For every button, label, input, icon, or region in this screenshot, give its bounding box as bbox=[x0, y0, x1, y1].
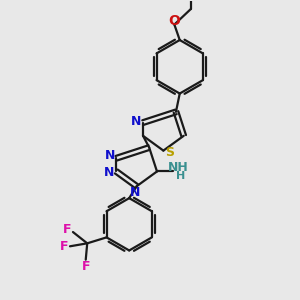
Text: F: F bbox=[60, 240, 68, 253]
Text: N: N bbox=[104, 149, 115, 162]
Text: O: O bbox=[168, 14, 180, 28]
Text: N: N bbox=[104, 167, 114, 179]
Text: H: H bbox=[176, 171, 185, 181]
Text: N: N bbox=[130, 186, 140, 199]
Text: NH: NH bbox=[167, 161, 188, 174]
Text: S: S bbox=[165, 146, 174, 159]
Text: N: N bbox=[131, 115, 142, 128]
Text: F: F bbox=[82, 260, 90, 273]
Text: F: F bbox=[63, 224, 72, 236]
